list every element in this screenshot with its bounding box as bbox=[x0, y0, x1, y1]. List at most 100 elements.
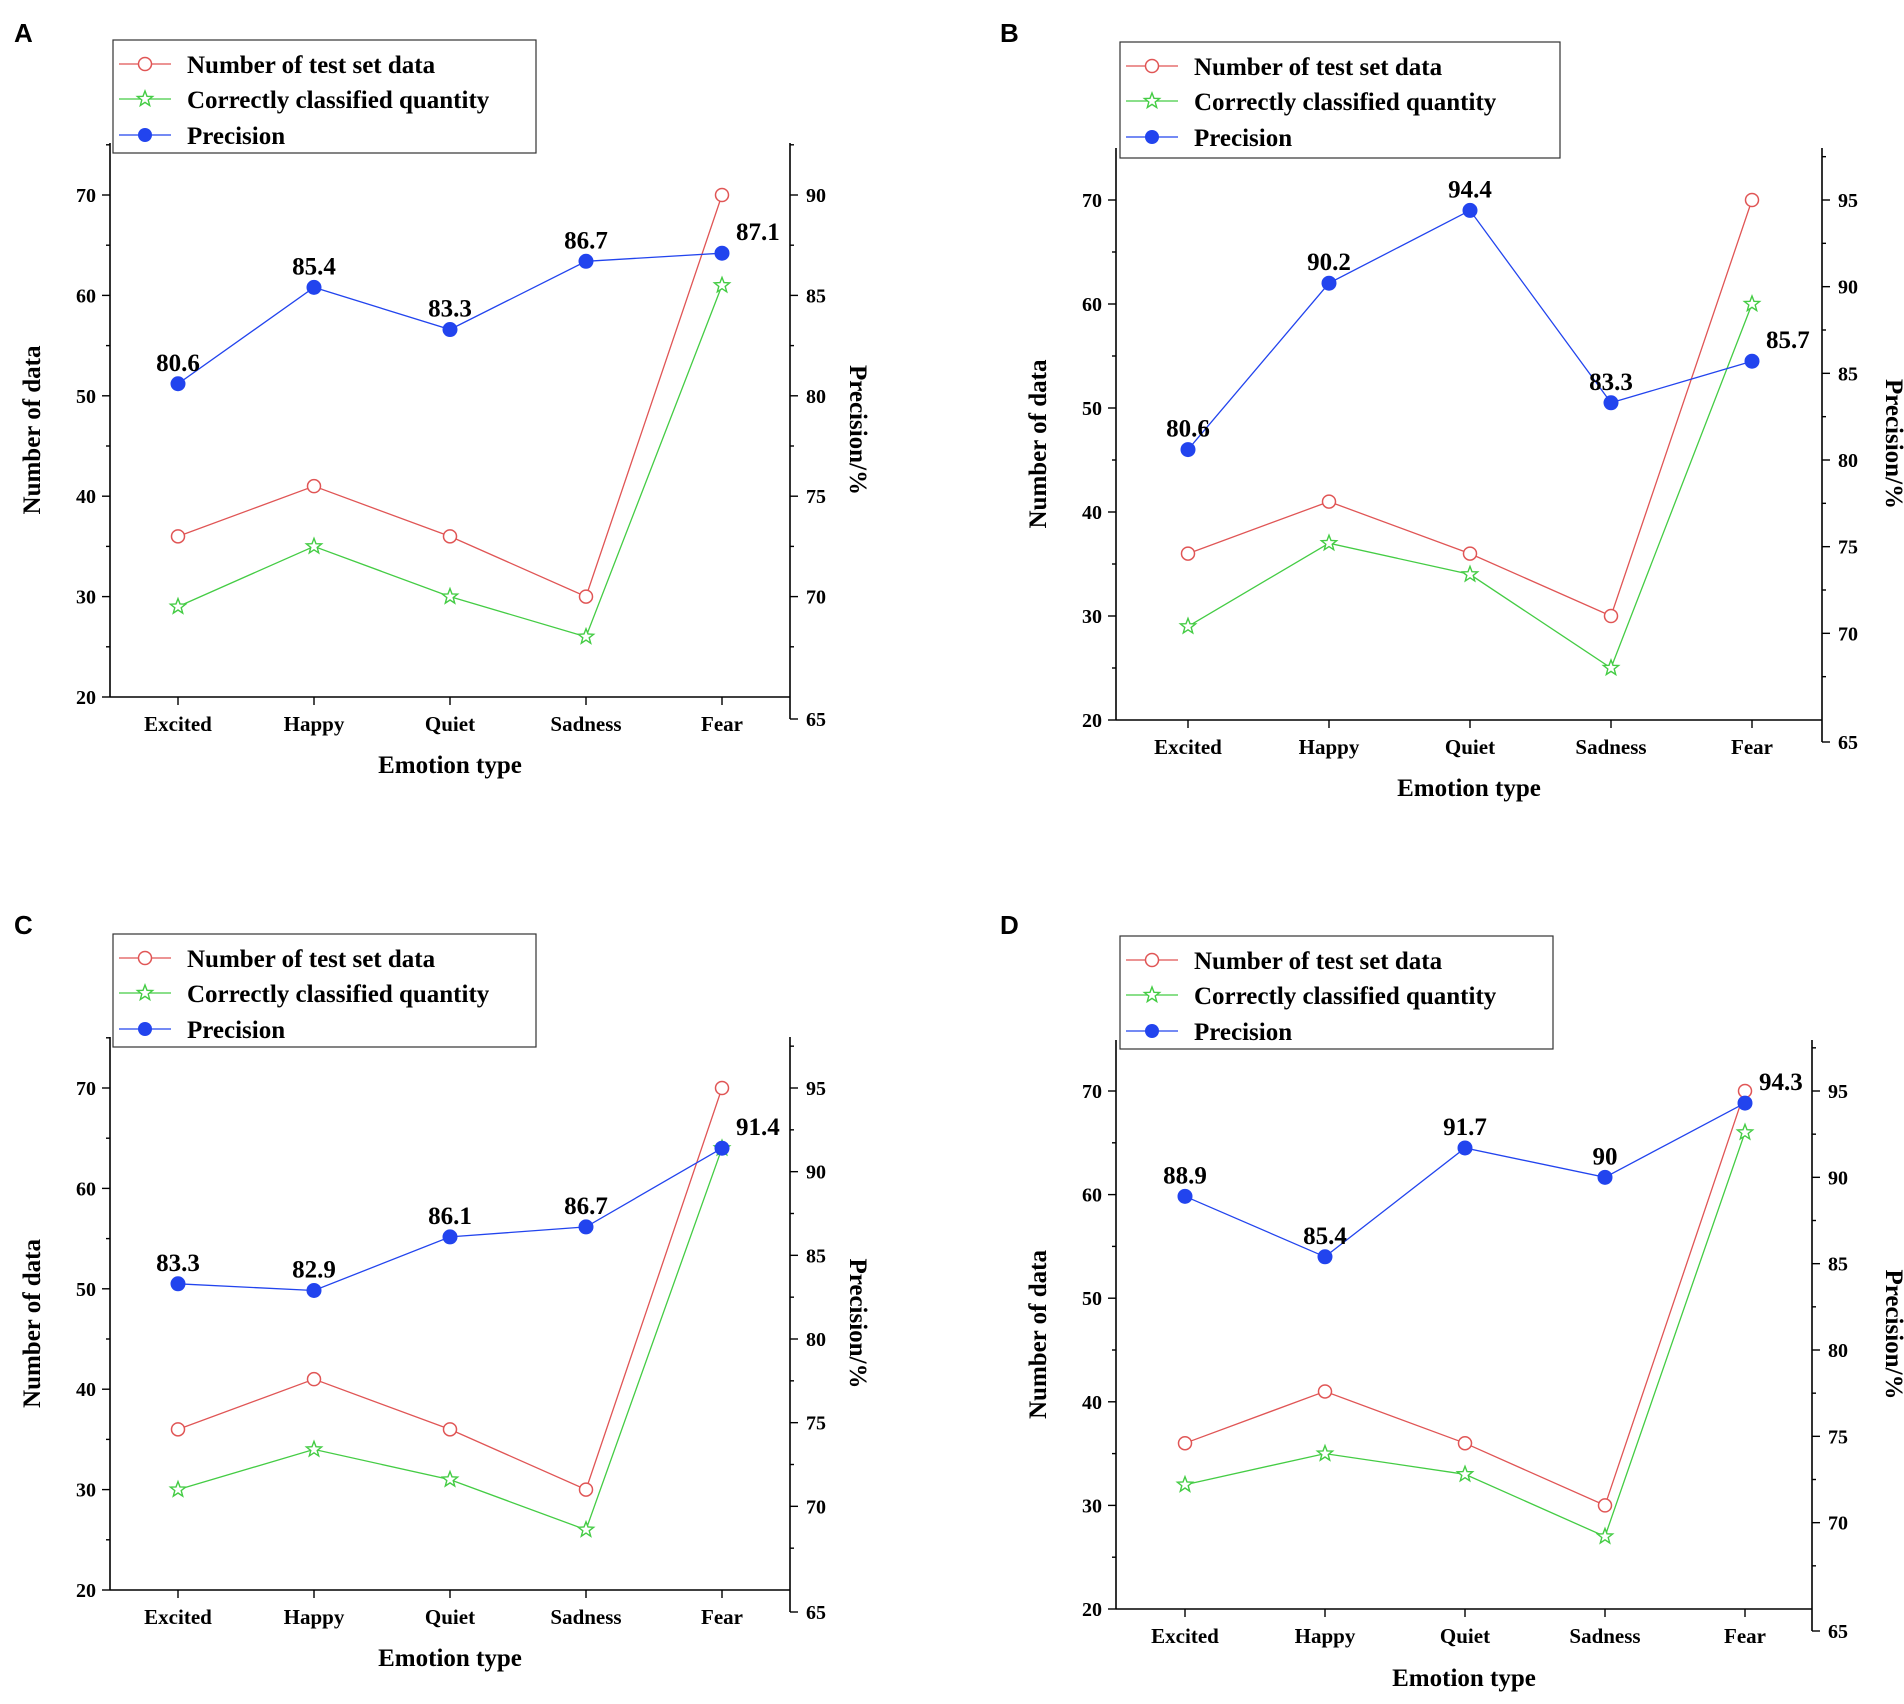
test-set-point bbox=[1457, 1435, 1473, 1451]
legend-marker-correct bbox=[1142, 91, 1162, 110]
precision-point bbox=[1737, 1095, 1753, 1111]
panel-letter: C bbox=[14, 910, 33, 940]
legend-label: Correctly classified quantity bbox=[1194, 89, 1497, 116]
legend-marker-precision bbox=[1145, 130, 1159, 144]
x-tick-label: Happy bbox=[1295, 1624, 1356, 1648]
x-tick-label: Quiet bbox=[425, 1605, 475, 1629]
test-set-point bbox=[1737, 1083, 1753, 1099]
y-axis-title: Number of data bbox=[19, 1239, 46, 1408]
legend: Number of test set data Correctly classif… bbox=[1119, 41, 1561, 159]
test-set-point bbox=[170, 1422, 186, 1437]
precision-point bbox=[1462, 202, 1478, 218]
correct-point bbox=[1455, 1464, 1475, 1483]
precision-data-label: 94.4 bbox=[1448, 176, 1492, 203]
legend-label: Correctly classified quantity bbox=[1194, 983, 1497, 1010]
y2-tick-label: 70 bbox=[806, 587, 826, 609]
correct-point bbox=[440, 586, 460, 605]
legend-label: Number of test set data bbox=[187, 52, 436, 79]
correct-point bbox=[1601, 658, 1621, 677]
x-tick-label: Excited bbox=[144, 1605, 212, 1629]
legend: Number of test set data Correctly classif… bbox=[112, 39, 537, 154]
precision-point bbox=[306, 279, 322, 295]
y2-tick-label: 95 bbox=[1828, 1081, 1848, 1103]
y-tick-label: 60 bbox=[1082, 294, 1102, 316]
correct-point bbox=[304, 536, 324, 555]
y2-tick-label: 70 bbox=[1838, 623, 1858, 645]
y-tick-label: 30 bbox=[76, 1480, 96, 1502]
precision-data-label: 87.1 bbox=[736, 219, 780, 246]
y2-tick-label: 95 bbox=[1838, 190, 1858, 212]
x-tick-label: Fear bbox=[1731, 735, 1773, 759]
y-tick-label: 50 bbox=[1082, 1288, 1102, 1310]
legend-box bbox=[112, 39, 537, 154]
x-tick-label: Excited bbox=[1151, 1624, 1219, 1648]
y-tick-label: 30 bbox=[76, 587, 96, 609]
test-set-point bbox=[1744, 192, 1760, 208]
precision-point bbox=[442, 1229, 458, 1245]
test-set-point bbox=[1603, 608, 1619, 624]
chart-panel-c: C 20 30 40 50 60 70 65 70 75 80 85 90 95 Excited Happy Q… bbox=[14, 910, 871, 1672]
x-tick-label: Quiet bbox=[425, 712, 475, 736]
precision-data-label: 91.7 bbox=[1443, 1114, 1487, 1141]
x-tick-label: Happy bbox=[284, 1605, 345, 1629]
precision-data-label: 90 bbox=[1593, 1143, 1618, 1170]
series-line-correct bbox=[1187, 303, 1753, 669]
x-tick-label: Happy bbox=[1299, 735, 1360, 759]
test-set-point bbox=[306, 478, 322, 494]
y-tick-label: 60 bbox=[1082, 1185, 1102, 1207]
y-tick-label: 30 bbox=[1082, 606, 1102, 628]
y2-tick-label: 75 bbox=[1838, 537, 1858, 559]
precision-data-label: 86.1 bbox=[428, 1203, 472, 1230]
y-tick-label: 50 bbox=[76, 1279, 96, 1301]
precision-point bbox=[1744, 353, 1760, 369]
precision-data-label: 85.4 bbox=[292, 253, 336, 280]
y2-tick-label: 75 bbox=[806, 486, 826, 508]
precision-data-label: 85.4 bbox=[1303, 1223, 1347, 1250]
correct-point bbox=[1735, 1122, 1755, 1141]
precision-point bbox=[714, 245, 730, 261]
y2-tick-label: 80 bbox=[806, 386, 826, 408]
y2-axis-title: Precision/% bbox=[844, 365, 871, 495]
y-tick-label: 70 bbox=[76, 185, 96, 207]
y-tick-label: 40 bbox=[76, 1379, 96, 1401]
x-tick-label: Fear bbox=[1724, 1624, 1766, 1648]
test-set-point bbox=[1177, 1435, 1193, 1451]
x-tick-label: Quiet bbox=[1445, 735, 1495, 759]
y-tick-label: 20 bbox=[76, 687, 96, 709]
legend-label: Precision bbox=[187, 123, 285, 150]
y2-tick-label: 85 bbox=[806, 1245, 826, 1267]
legend-label: Precision bbox=[187, 1017, 285, 1044]
test-set-point bbox=[714, 187, 730, 203]
test-set-point bbox=[170, 529, 186, 544]
y-axis-title: Number of data bbox=[1025, 359, 1052, 528]
x-tick-label: Sadness bbox=[1569, 1624, 1640, 1648]
test-set-point bbox=[1321, 494, 1337, 509]
y-axis-title: Number of data bbox=[1025, 1250, 1052, 1419]
x-axis-title: Emotion type bbox=[1397, 775, 1541, 802]
correct-point bbox=[576, 626, 596, 645]
legend: Number of test set data Correctly classif… bbox=[112, 933, 537, 1048]
precision-point bbox=[1180, 442, 1196, 458]
precision-point bbox=[578, 1219, 594, 1235]
precision-point bbox=[1321, 275, 1337, 291]
precision-data-label: 94.3 bbox=[1759, 1069, 1803, 1096]
x-axis-title: Emotion type bbox=[378, 1645, 522, 1672]
y-tick-label: 70 bbox=[1082, 190, 1102, 212]
correct-point bbox=[168, 1479, 188, 1498]
legend-box bbox=[112, 933, 537, 1048]
correct-point bbox=[1460, 564, 1480, 583]
series-line-precision bbox=[1187, 209, 1753, 451]
y2-tick-label: 85 bbox=[1838, 363, 1858, 385]
y2-tick-label: 65 bbox=[1838, 732, 1858, 754]
legend-marker-test-set bbox=[1144, 952, 1160, 968]
correct-point bbox=[1742, 294, 1762, 313]
correct-point bbox=[712, 275, 732, 294]
precision-point bbox=[170, 1276, 186, 1292]
test-set-point bbox=[714, 1080, 730, 1096]
x-axis-title: Emotion type bbox=[378, 752, 522, 779]
x-tick-label: Fear bbox=[701, 1605, 743, 1629]
x-tick-label: Sadness bbox=[550, 1605, 621, 1629]
legend-marker-test-set bbox=[1144, 58, 1160, 74]
series-line-correct bbox=[177, 285, 723, 638]
